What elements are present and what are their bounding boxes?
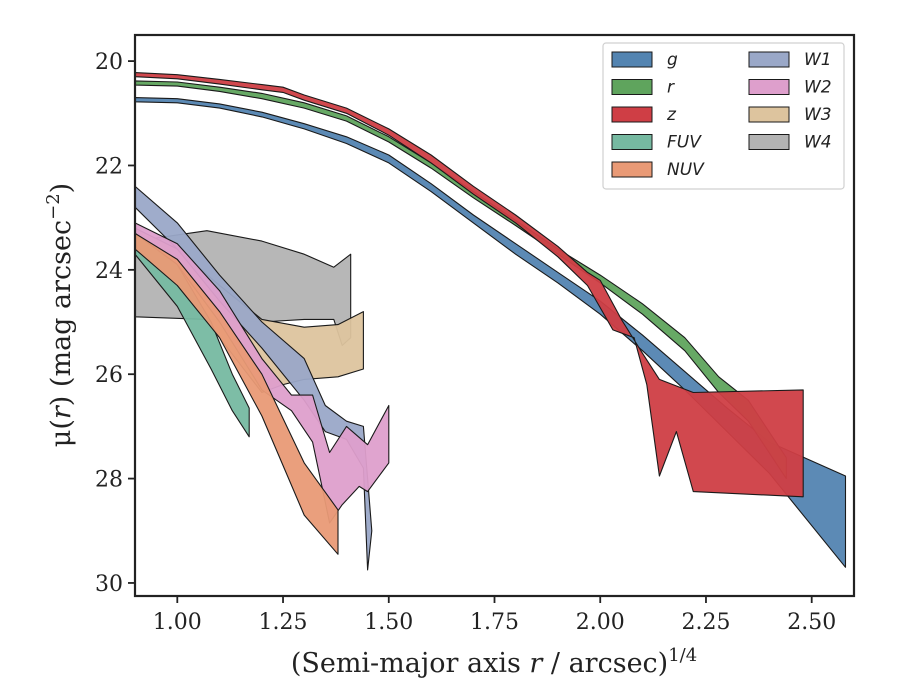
legend-swatch-r: [611, 79, 653, 95]
legend-label-w3: W3: [804, 105, 832, 125]
y-axis-label-var: r: [46, 404, 77, 419]
y-tick-label: 30: [95, 572, 123, 597]
legend-label-nuv: NUV: [667, 160, 705, 180]
y-axis-label-tail: ) (mag arcsec: [46, 220, 77, 406]
legend-swatch-nuv: [611, 161, 653, 178]
legend-label-w4: W4: [804, 133, 832, 153]
x-tick-label: 2.50: [787, 610, 836, 635]
y-tick-label: 26: [95, 363, 123, 388]
legend-label-w2: W2: [804, 78, 832, 98]
series-band-nuv: [135, 232, 339, 555]
x-tick-label: 1.75: [470, 610, 519, 635]
x-tick-label: 1.50: [364, 610, 413, 635]
y-tick-label: 24: [95, 259, 123, 284]
x-axis-label-main: (Semi-major axis: [291, 648, 530, 679]
series-band-z: [135, 72, 804, 498]
y-tick-label: 28: [95, 468, 123, 493]
x-axis-label-sup: 1/4: [668, 645, 697, 666]
x-axis-label-var: r: [529, 648, 544, 679]
y-tick-label: 20: [95, 50, 123, 75]
legend-label-fuv: FUV: [667, 133, 702, 153]
y-axis-label-close: ): [46, 183, 77, 194]
legend-items: grz FUV NUV W1 W2 W3 W4: [611, 50, 832, 180]
y-axis-label-sup: −2: [43, 193, 64, 220]
legend-label-z: z: [666, 105, 677, 125]
legend-swatch-w4: [748, 134, 790, 150]
legend-label-g: g: [667, 50, 678, 70]
ticks-layer: 1.00 1.25 1.50 1.75 2.00 2.25 2.50 20 22 24 26 28 30: [95, 50, 836, 635]
legend-label-w1: W1: [804, 50, 832, 70]
legend: grz FUV NUV W1 W2 W3 W4: [602, 42, 845, 190]
x-axis-label: (Semi-major axis r / arcsec)1/4: [291, 645, 697, 679]
legend-swatch-w2: [748, 79, 790, 95]
y-tick-label: 22: [95, 154, 123, 179]
legend-swatch-fuv: [611, 134, 653, 150]
legend-swatch-g: [611, 51, 653, 68]
legend-swatch-z: [611, 106, 653, 123]
x-axis-label-tail: / arcsec): [542, 648, 668, 679]
legend-label-r: r: [667, 78, 675, 98]
legend-swatch-w3: [748, 106, 790, 123]
series-band-g: [135, 97, 847, 568]
series-layer: [135, 72, 847, 571]
x-tick-label: 1.25: [259, 610, 308, 635]
x-tick-label: 2.25: [681, 610, 730, 635]
x-tick-label: 2.00: [576, 610, 625, 635]
x-tick-label: 1.00: [153, 610, 202, 635]
y-axis-label-main: μ(: [46, 419, 77, 447]
legend-swatch-w1: [748, 51, 790, 68]
y-axis-label: μ(r) (mag arcsec−2): [43, 183, 77, 447]
